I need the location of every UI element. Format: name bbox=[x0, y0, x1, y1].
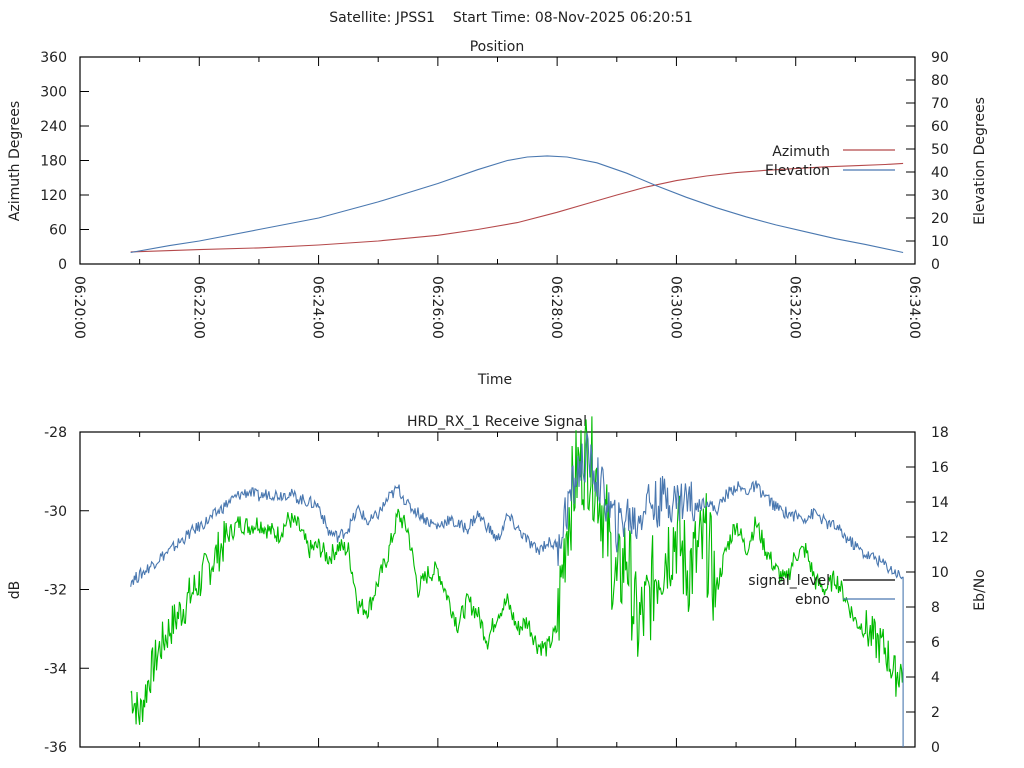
receive-y2-axis-label: Eb/No bbox=[972, 569, 988, 611]
y2-tick-label: 8 bbox=[931, 600, 940, 616]
x-tick-label: 06:22:00 bbox=[190, 276, 206, 339]
y2-tick-label: 90 bbox=[931, 50, 949, 66]
y2-tick-label: 0 bbox=[931, 740, 940, 756]
y2-tick-label: 6 bbox=[931, 635, 940, 651]
position-y2-axis-label: Elevation Degrees bbox=[972, 97, 988, 225]
position-plot-frame bbox=[80, 57, 915, 264]
receive-legend: signal_level ebno bbox=[748, 573, 895, 608]
y-tick-label: -28 bbox=[44, 425, 67, 441]
y2-tick-label: 16 bbox=[931, 460, 949, 476]
y-tick-label: 300 bbox=[40, 85, 67, 101]
y-tick-label: -32 bbox=[44, 583, 67, 599]
position-y-axis-label: Azimuth Degrees bbox=[7, 101, 23, 221]
receive-y-axis-label: dB bbox=[7, 581, 23, 600]
legend-azimuth-label: Azimuth bbox=[772, 144, 830, 160]
position-legend: Azimuth Elevation bbox=[765, 144, 895, 179]
series-line-ebno bbox=[131, 433, 903, 747]
y-tick-label: 360 bbox=[40, 50, 67, 66]
position-x-axis-label: Time bbox=[477, 372, 512, 388]
y-tick-label: -36 bbox=[44, 740, 67, 756]
y2-tick-label: 12 bbox=[931, 530, 949, 546]
x-tick-label: 06:20:00 bbox=[71, 276, 87, 339]
x-tick-label: 06:28:00 bbox=[548, 276, 564, 339]
legend-ebno-label: ebno bbox=[795, 592, 830, 608]
receive-y-ticks: -36 -34 -32 -30 -28 bbox=[44, 425, 89, 756]
x-tick-label: 06:32:00 bbox=[787, 276, 803, 339]
main-title: Satellite: JPSS1 Start Time: 08-Nov-2025… bbox=[329, 10, 692, 26]
x-tick-label: 06:30:00 bbox=[667, 276, 683, 339]
y2-tick-label: 2 bbox=[931, 705, 940, 721]
receive-signal-chart: HRD_RX_1 Receive Signal -36-34-32-30-28 … bbox=[7, 414, 988, 756]
x-tick-label: 06:34:00 bbox=[906, 276, 922, 339]
y2-tick-label: 10 bbox=[931, 234, 949, 250]
y2-tick-label: 70 bbox=[931, 96, 949, 112]
position-x-ticks: 06:20:00 06:22:00 06:24:00 06:26:00 06:28:00… bbox=[71, 57, 922, 339]
position-y-ticks: 0 60 120 180 240 300 360 bbox=[40, 50, 89, 273]
legend-elevation-label: Elevation bbox=[765, 163, 830, 179]
y-tick-label: 180 bbox=[40, 154, 67, 170]
y2-tick-label: 10 bbox=[931, 565, 949, 581]
receive-x-ticks bbox=[140, 432, 856, 747]
receive-y2-ticks: 0 2 4 6 8 10 12 14 16 18 bbox=[906, 425, 949, 756]
y-tick-label: -30 bbox=[44, 504, 67, 520]
y2-tick-label: 14 bbox=[931, 495, 949, 511]
y2-tick-label: 40 bbox=[931, 165, 949, 181]
y2-tick-label: 50 bbox=[931, 142, 949, 158]
legend-signal-level-label: signal_level bbox=[748, 573, 830, 589]
y-tick-label: 120 bbox=[40, 188, 67, 204]
receive-chart-title: HRD_RX_1 Receive Signal bbox=[407, 414, 587, 430]
x-tick-label: 06:26:00 bbox=[429, 276, 445, 339]
y-tick-label: -34 bbox=[44, 661, 67, 677]
position-y2-ticks: 0 10 20 30 40 50 60 70 80 90 bbox=[906, 50, 949, 273]
y2-tick-label: 20 bbox=[931, 211, 949, 227]
position-chart: Position 06:20:00 06:22:00 06:24:00 06:26:0… bbox=[7, 39, 988, 388]
y-tick-label: 0 bbox=[58, 257, 67, 273]
y2-tick-label: 80 bbox=[931, 73, 949, 89]
y-tick-label: 60 bbox=[49, 223, 67, 239]
x-tick-label: 06:24:00 bbox=[310, 276, 326, 339]
y2-tick-label: 60 bbox=[931, 119, 949, 135]
receive-plot-frame bbox=[80, 432, 915, 747]
y2-tick-label: 30 bbox=[931, 188, 949, 204]
y2-tick-label: 0 bbox=[931, 257, 940, 273]
series-line-signal-level bbox=[131, 416, 903, 724]
position-chart-title: Position bbox=[470, 39, 525, 55]
y2-tick-label: 4 bbox=[931, 670, 940, 686]
y2-tick-label: 18 bbox=[931, 425, 949, 441]
y-tick-label: 240 bbox=[40, 119, 67, 135]
